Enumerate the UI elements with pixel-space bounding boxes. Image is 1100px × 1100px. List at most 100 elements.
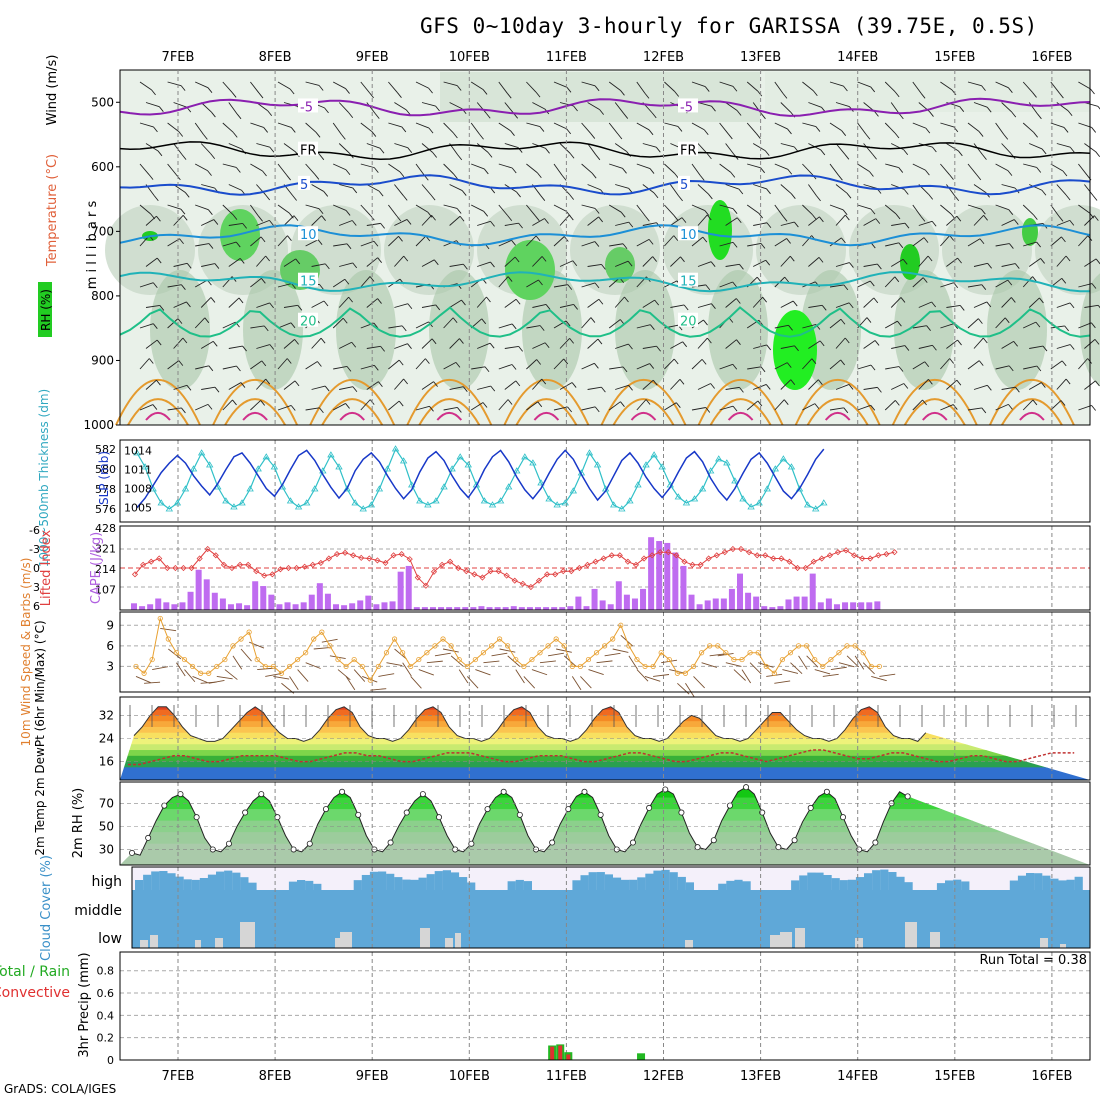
contour-label: -5 xyxy=(680,100,693,115)
lifted-index-point xyxy=(325,555,332,562)
wind-barb-10m xyxy=(846,655,859,668)
cloud-high-bar xyxy=(442,870,451,890)
contour-label-bg xyxy=(298,175,310,190)
wind-barb xyxy=(181,154,187,160)
wind-barb xyxy=(352,262,358,269)
cloud-high-bar xyxy=(459,877,468,890)
wind-barb xyxy=(840,359,846,366)
wind-barb xyxy=(597,338,603,345)
thickness-point xyxy=(133,449,141,456)
wind-barb xyxy=(449,338,460,349)
cape-bar xyxy=(446,607,453,610)
wind-barb xyxy=(256,184,267,196)
lifted-index-point xyxy=(544,571,551,578)
wind-barb xyxy=(922,277,928,283)
wind-barb xyxy=(489,342,495,349)
wind-barb xyxy=(1069,302,1075,309)
contour-label: -5 xyxy=(300,100,313,115)
wind-barb xyxy=(553,236,565,247)
wind-speed-point xyxy=(262,663,268,670)
wind-barb xyxy=(627,260,633,267)
cloud-high-bar xyxy=(888,872,897,890)
wind-barb xyxy=(786,238,791,244)
thickness-point xyxy=(238,499,246,506)
thickness-point xyxy=(480,497,489,504)
wind-speed-point xyxy=(496,636,503,642)
thickness-point xyxy=(731,477,739,484)
wind-barb-10m xyxy=(830,666,847,671)
wind-barb xyxy=(732,208,738,214)
wind-barb xyxy=(710,261,716,267)
wind-barb xyxy=(407,303,413,310)
wind-barb-10m xyxy=(152,666,168,671)
lifted-index-point xyxy=(374,557,381,564)
lifted-index-point xyxy=(818,555,825,562)
thickness-point xyxy=(456,453,464,460)
wind-barb xyxy=(287,235,292,241)
thickness-point xyxy=(254,465,262,472)
wind-barb xyxy=(179,238,184,245)
wind-barb xyxy=(967,360,980,370)
wind-barb xyxy=(786,362,792,368)
wind-barb xyxy=(153,126,158,133)
wind-barb xyxy=(973,384,988,390)
wind-barb xyxy=(156,339,162,346)
cloud-high-bar xyxy=(734,879,743,890)
wind-barb xyxy=(766,344,772,351)
wind-speed-point xyxy=(214,663,220,670)
thickness-point xyxy=(302,499,311,506)
wind-barb xyxy=(995,279,1009,288)
wind-barb xyxy=(628,221,634,228)
wind-barb xyxy=(498,399,509,411)
wind-barb xyxy=(373,240,379,247)
wind-barb xyxy=(195,81,209,89)
thickness-point xyxy=(391,445,400,452)
wind-barb xyxy=(532,304,547,308)
cloud-high-bar xyxy=(572,880,581,890)
wind-barb xyxy=(591,172,597,179)
date-label-top: 13FEB xyxy=(740,50,781,65)
wind-barb xyxy=(210,153,216,160)
thickness-point xyxy=(246,485,254,492)
wind-barb xyxy=(1029,184,1043,191)
wind-barb xyxy=(774,324,789,329)
wind-barb xyxy=(677,126,683,132)
thickness-point xyxy=(375,485,384,492)
contour-label: FR xyxy=(300,144,317,159)
wind-speed-point xyxy=(529,656,535,663)
temp-contour-25 xyxy=(309,379,396,426)
wind-barb xyxy=(490,385,496,392)
wind-barb xyxy=(835,302,850,308)
wind-barb xyxy=(139,323,154,329)
wind-barb xyxy=(256,143,271,148)
lifted-index-point xyxy=(762,552,769,559)
wind-barb xyxy=(691,81,706,88)
wind-barb xyxy=(774,163,788,170)
wind-barb xyxy=(923,237,929,243)
wind-barb xyxy=(697,337,708,349)
lifted-index-point xyxy=(382,559,389,566)
wind-barb xyxy=(1001,102,1013,113)
wind-speed-point xyxy=(812,656,818,663)
wind-barb xyxy=(636,81,646,94)
thickness-point xyxy=(812,505,820,512)
wind-barb-10m xyxy=(313,647,330,650)
wind-barb xyxy=(1023,321,1037,329)
wind-barb xyxy=(802,81,814,92)
wind-barb xyxy=(421,184,432,196)
wind-speed-point xyxy=(488,643,495,649)
wind-barb xyxy=(986,106,992,113)
wind-speed-point xyxy=(303,650,309,656)
cloud-high-bar xyxy=(410,879,419,890)
wind-barb xyxy=(388,359,400,370)
wind-barb xyxy=(201,184,215,189)
contour-label-bg xyxy=(678,141,698,156)
wind-barb xyxy=(710,383,715,389)
wind-barb xyxy=(456,85,462,91)
cloud-high-bar xyxy=(467,882,476,890)
wind-barb xyxy=(774,204,784,217)
rh-point xyxy=(322,806,329,813)
rh-shade xyxy=(440,72,760,122)
